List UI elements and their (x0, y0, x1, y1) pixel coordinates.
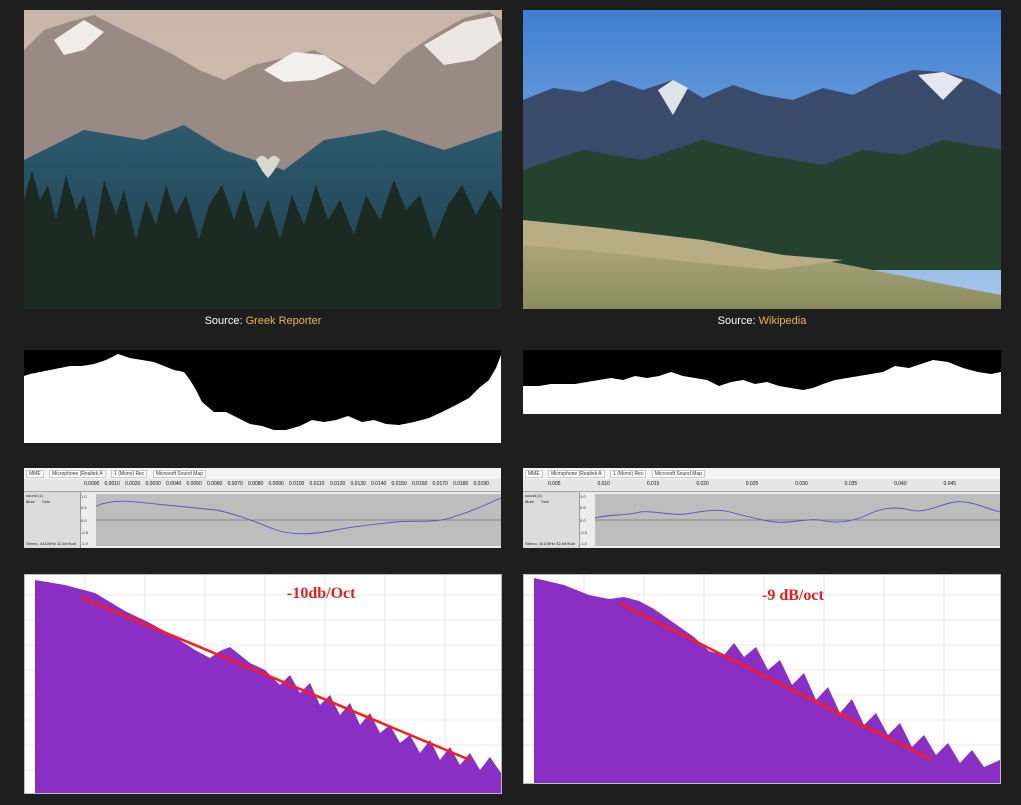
y-tick: -0.5 (580, 530, 587, 535)
ruler-tick-label: 0.0170 (432, 481, 448, 487)
channels-select[interactable]: 1 (Mono) Rec (610, 470, 647, 478)
ruler-tick-label: 0.0090 (268, 481, 284, 487)
source-link-wikipedia[interactable]: Wikipedia (758, 315, 807, 327)
ruler-tick-label: 0.0190 (473, 481, 489, 487)
track-header: sound (1) Mute Solo Stereo, 44100Hz 32-b… (24, 492, 81, 548)
mic-select[interactable]: Microphone (Realtek A (548, 470, 605, 478)
slope-label-right: -9 dB/oct (762, 587, 824, 604)
ruler-tick-label: 0.035 (844, 481, 858, 487)
audacity-window-left: MME Microphone (Realtek A 1 (Mono) Rec M… (24, 468, 501, 548)
ruler-tick-label: 0.0150 (391, 481, 407, 487)
source-caption-left: Source: Greek Reporter (24, 315, 502, 327)
spectrum-plot-left: -10db/Oct (24, 574, 502, 794)
track-name[interactable]: sound (1) (26, 493, 43, 498)
output-select[interactable]: Microsoft Sound Map (651, 470, 705, 478)
ruler-tick-label: 0.0000 (84, 481, 100, 487)
source-link-greek-reporter[interactable]: Greek Reporter (245, 315, 322, 327)
y-tick: -1.0 (580, 541, 587, 546)
ruler-tick-label: 0.0100 (289, 481, 305, 487)
ruler-tick-label: 0.0020 (125, 481, 141, 487)
amplitude-axis: 1.0 0.5 0.0 -0.5 -1.0 (580, 494, 595, 546)
source-label: Source: (717, 315, 756, 327)
ruler-tick-label: 0.0030 (145, 481, 161, 487)
spectrum-plot-right: -9 dB/oct (523, 574, 1001, 784)
source-caption-right: Source: Wikipedia (523, 315, 1001, 327)
ruler-tick-label: 0.045 (943, 481, 957, 487)
ruler-tick-label: 0.005 (548, 481, 561, 487)
ruler-tick-label: 0.010 (597, 481, 610, 487)
track-name[interactable]: sound (2) (525, 493, 542, 498)
solo-button[interactable]: Solo (541, 499, 550, 504)
host-select[interactable]: MME (525, 470, 543, 478)
mute-button[interactable]: Mute (525, 499, 534, 504)
ruler-tick-label: 0.040 (894, 481, 907, 487)
ruler-tick-label: 0.0110 (309, 481, 325, 487)
y-tick: 0.5 (580, 505, 586, 510)
skyline-silhouette-left (24, 350, 501, 443)
mountain-photo-left (24, 10, 502, 309)
y-tick: 0.5 (81, 505, 87, 510)
audacity-window-right: MME Microphone (Realtek A 1 (Mono) Rec M… (523, 468, 1000, 548)
waveform-display[interactable] (95, 494, 501, 546)
y-tick: 1.0 (81, 494, 87, 499)
skyline-silhouette-right (523, 350, 1001, 414)
y-tick: 0.0 (81, 518, 87, 523)
ruler-tick-label: 0.0160 (412, 481, 428, 487)
ruler-tick-label: 0.0140 (371, 481, 387, 487)
solo-button[interactable]: Solo (42, 499, 51, 504)
ruler-tick-label: 0.0180 (453, 481, 469, 487)
y-tick: 1.0 (580, 494, 586, 499)
ruler-tick-label: 0.025 (745, 481, 759, 487)
ruler-tick-label: 0.015 (646, 481, 660, 487)
amplitude-axis: 1.0 0.5 0.0 -0.5 -1.0 (81, 494, 96, 546)
track-info: Stereo, 44100Hz 32-bit float (26, 541, 76, 546)
track-header: sound (2) Mute Solo Stereo, 44100Hz 32-b… (523, 492, 580, 548)
host-select[interactable]: MME (26, 470, 44, 478)
ruler-tick-label: 0.030 (795, 481, 808, 487)
ruler-tick-label: 0.0050 (186, 481, 202, 487)
y-tick: 0.0 (580, 518, 586, 523)
slope-label-left: -10db/Oct (287, 585, 356, 602)
source-label: Source: (204, 315, 243, 327)
ruler-tick-label: 0.0010 (104, 481, 120, 487)
ruler-tick-label: 0.0040 (166, 481, 182, 487)
ruler-tick-label: 0.020 (696, 481, 709, 487)
ruler-tick-label: 0.0080 (248, 481, 264, 487)
output-select[interactable]: Microsoft Sound Map (152, 470, 206, 478)
channels-select[interactable]: 1 (Mono) Rec (111, 470, 148, 478)
y-tick: -1.0 (81, 541, 88, 546)
track-info: Stereo, 44100Hz 32-bit float (525, 541, 575, 546)
y-tick: -0.5 (81, 530, 88, 535)
ruler-tick-label: 0.0120 (330, 481, 346, 487)
waveform-display[interactable] (594, 494, 1000, 546)
mic-select[interactable]: Microphone (Realtek A (49, 470, 106, 478)
mountain-photo-right (523, 10, 1001, 309)
timeline-ruler[interactable]: 0.005 0.010 0.015 0.020 0.025 0.030 0.035 0.040… (523, 479, 1000, 492)
mute-button[interactable]: Mute (26, 499, 35, 504)
ruler-tick-label: 0.0070 (227, 481, 243, 487)
ruler-tick-label: 0.0130 (350, 481, 366, 487)
timeline-ruler[interactable]: 0.0000 0.0010 0.0020 0.0030 0.0040 0.0050 0.00… (24, 479, 501, 492)
ruler-tick-label: 0.0060 (207, 481, 223, 487)
